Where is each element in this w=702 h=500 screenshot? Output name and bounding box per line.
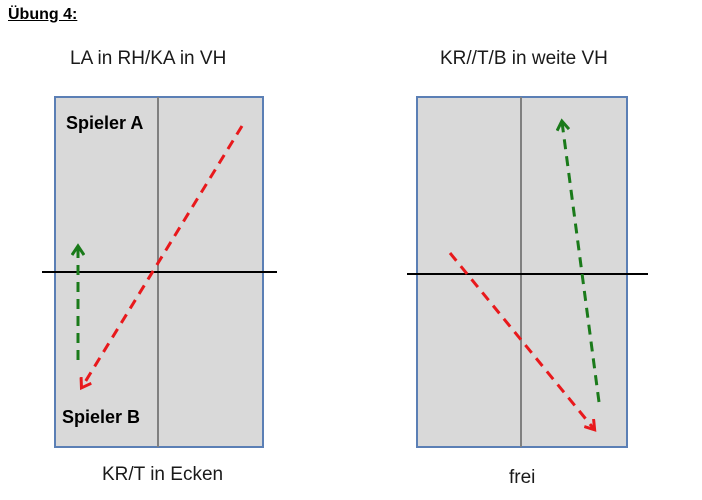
label-player-a: Spieler A: [66, 113, 144, 133]
left-table-caption-bottom: KR/T in Ecken: [102, 464, 224, 485]
left-red-arrow: [82, 125, 244, 387]
label-player-b: Spieler B: [62, 407, 141, 427]
left-table: [42, 96, 277, 448]
right-table-caption-bottom: frei: [509, 467, 536, 488]
right-green-arrow: [562, 122, 601, 403]
right-table: [407, 96, 648, 448]
left-table-caption-top: LA in RH/KA in VH: [70, 48, 227, 69]
exercise-heading: Übung 4:: [8, 6, 78, 23]
right-red-arrow: [448, 252, 594, 429]
right-table-caption-top: KR//T/B in weite VH: [440, 48, 608, 69]
